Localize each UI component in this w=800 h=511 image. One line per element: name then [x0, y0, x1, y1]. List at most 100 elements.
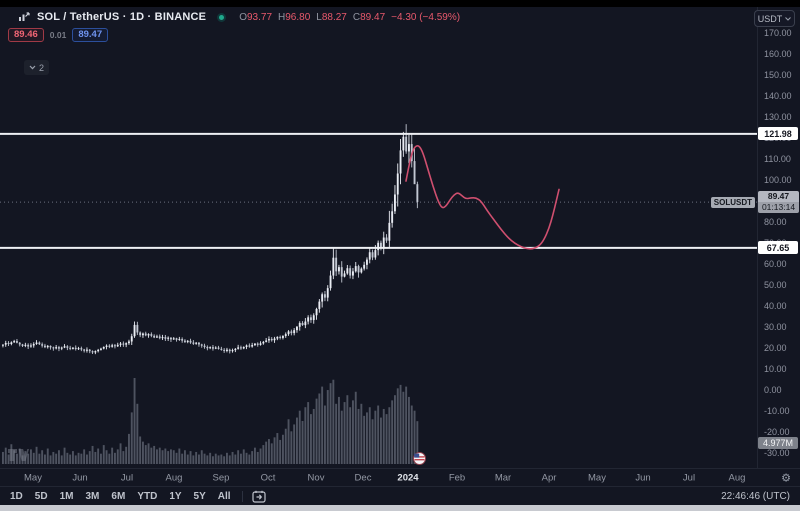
volume-bar — [209, 452, 212, 464]
candle-body — [206, 346, 209, 349]
candle-body — [111, 345, 114, 347]
candle-body — [228, 349, 231, 352]
indicator-count: 2 — [39, 62, 45, 73]
range-button-3m[interactable]: 3M — [85, 490, 100, 502]
volume-bar — [181, 453, 184, 464]
clock-utc[interactable]: 22:46:46 (UTC) — [721, 490, 790, 502]
volume-bar — [349, 407, 352, 464]
time-axis[interactable]: ⚙ May Jun Jul Aug Sep Oct Nov Dec 2024 Feb Mar Apr M… — [0, 468, 800, 486]
volume-bar — [150, 447, 153, 464]
range-button-1m[interactable]: 1M — [59, 490, 74, 502]
candle-body — [105, 345, 108, 347]
candle-body — [237, 347, 240, 349]
time-tick-label: Jul — [682, 472, 696, 483]
candle-body — [296, 326, 298, 331]
candle-body — [203, 345, 206, 347]
time-tick-label: May — [588, 472, 606, 483]
candle-body — [108, 345, 111, 347]
candle-body — [184, 340, 186, 342]
currency-unit-button[interactable]: USDT — [754, 10, 795, 27]
candle-body — [340, 267, 343, 277]
symbol-title[interactable]: SOL / TetherUS · 1D · BINANCE — [37, 11, 207, 23]
sell-price-badge[interactable]: 89.46 — [8, 27, 44, 42]
go-to-date-icon[interactable] — [251, 490, 267, 503]
candle-body — [52, 347, 55, 349]
volume-bar — [377, 405, 380, 464]
candle-body — [32, 344, 35, 346]
candle-body — [245, 345, 248, 347]
candle-body — [69, 347, 72, 349]
volume-bar — [100, 453, 102, 464]
volume-bar — [226, 452, 228, 464]
candle-body — [186, 340, 189, 342]
candle-body — [242, 346, 245, 349]
volume-bar — [58, 450, 60, 464]
volume-bar — [125, 446, 128, 464]
volume-bar — [321, 386, 324, 464]
candle-body — [396, 173, 399, 195]
price-tick-label: 30.00 — [764, 322, 787, 332]
candle-body — [354, 266, 357, 272]
candle-body — [142, 333, 144, 336]
volume-bar — [128, 433, 130, 464]
candle-body — [30, 345, 32, 347]
range-button-1d[interactable]: 1D — [10, 490, 23, 502]
market-status-icon[interactable] — [217, 12, 227, 22]
candle-body — [287, 331, 290, 335]
candle-body — [72, 347, 74, 349]
range-button-5d[interactable]: 5D — [34, 490, 48, 502]
price-tick-label: 140.00 — [764, 91, 792, 101]
volume-bar — [91, 445, 94, 464]
time-tick-label: Oct — [260, 472, 276, 483]
candle-body — [97, 349, 100, 352]
volume-bar — [248, 454, 251, 464]
candle-body — [366, 259, 368, 265]
volume-bar — [217, 455, 220, 464]
volume-bar — [231, 451, 234, 464]
range-button-6m[interactable]: 6M — [111, 490, 126, 502]
candle-body — [114, 345, 116, 347]
buy-price-badge[interactable]: 89.47 — [72, 27, 109, 42]
range-button-1y[interactable]: 1Y — [169, 490, 182, 502]
volume-bar — [382, 408, 385, 464]
candle-body — [307, 317, 310, 322]
time-tick-label: Jul — [120, 472, 134, 483]
price-axis[interactable]: 170.00160.00150.00140.00130.00120.00110.… — [757, 7, 800, 468]
bar-countdown: 01:13:14 — [758, 202, 799, 213]
price-tick-label: -30.00 — [764, 448, 790, 458]
volume-bar — [203, 453, 206, 464]
price-chart-canvas[interactable] — [0, 0, 757, 468]
gear-icon[interactable]: ⚙ — [781, 472, 791, 484]
volume-bar — [220, 454, 223, 464]
candle-body — [13, 341, 16, 343]
candle-body — [27, 344, 30, 347]
candle-body — [335, 257, 338, 272]
volume-bar — [192, 455, 195, 464]
candle-body — [18, 342, 21, 345]
volume-bar — [63, 447, 66, 464]
candle-body — [150, 334, 153, 336]
candle-body — [83, 349, 86, 351]
volume-bar — [405, 386, 408, 464]
event-flag-icon[interactable] — [413, 452, 426, 470]
candle-body — [4, 342, 7, 345]
volume-bar — [234, 454, 237, 464]
volume-bar — [27, 453, 30, 464]
range-button-5y[interactable]: 5Y — [193, 490, 206, 502]
range-button-ytd[interactable]: YTD — [137, 490, 158, 502]
candle-body — [198, 342, 200, 345]
price-tick-label: 80.00 — [764, 217, 787, 227]
time-tick-label: Dec — [354, 472, 372, 483]
candle-body — [360, 268, 363, 273]
price-tick-label: 170.00 — [764, 28, 792, 38]
candle-body — [200, 344, 203, 346]
candle-body — [16, 341, 18, 343]
collapse-indicators-button[interactable]: 2 — [24, 60, 50, 75]
projection-drawing[interactable] — [405, 145, 560, 250]
symbol-search-icon[interactable] — [18, 11, 30, 23]
candle-body — [21, 344, 24, 346]
range-button-all[interactable]: All — [217, 490, 231, 502]
candle-body — [153, 335, 156, 338]
candle-body — [293, 330, 296, 334]
volume-bar — [391, 400, 394, 464]
